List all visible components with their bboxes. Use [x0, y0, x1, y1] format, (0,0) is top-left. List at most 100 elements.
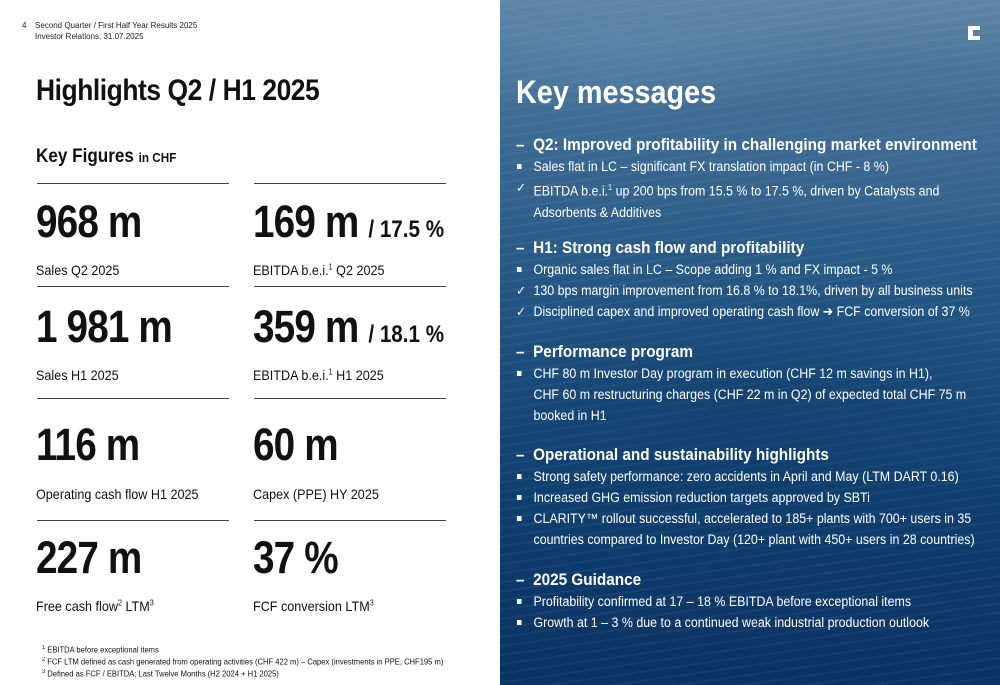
footnote-ref: 1: [608, 183, 613, 192]
message-item-continuation: Adsorbents & Additives: [516, 202, 958, 223]
message-item-text: 130 bps margin improvement from 16.8 % t…: [533, 283, 973, 298]
figure-divider: [37, 286, 229, 287]
footnote-text: Defined as FCF / EBITDA; Last Twelve Mon…: [45, 669, 279, 679]
message-item-text: Adsorbents & Additives: [533, 204, 662, 220]
footnote-ref: 3: [149, 598, 154, 608]
figure-caption: EBITDA b.e.i.1 Q2 2025: [253, 262, 384, 278]
message-section: – Q2: Improved profitability in challengi…: [516, 134, 996, 223]
message-item-continuation: booked in H1: [516, 405, 958, 426]
figure-divider: [254, 286, 446, 287]
message-item-text: CLARITY™ rollout successful, accelerated…: [533, 511, 972, 526]
figure-value-text: 60 m: [253, 419, 339, 470]
figure-caption-text: EBITDA b.e.i.: [253, 262, 329, 278]
section-title: – Q2: Improved profitability in challengi…: [516, 135, 977, 154]
figure-caption: FCF conversion LTM3: [253, 598, 374, 614]
figure-value-text: 359 m: [253, 301, 359, 352]
message-item-continuation: CHF 60 m restructuring charges (CHF 22 m…: [516, 384, 966, 405]
footnote-number: 1: [42, 645, 46, 651]
message-item-text: Profitability confirmed at 17 – 18 % EBI…: [533, 594, 912, 609]
figure-caption-text: FCF conversion LTM: [253, 598, 370, 614]
footnote-ref: 3: [369, 598, 374, 608]
message-section: – Operational and sustainability highligh…: [516, 444, 996, 550]
footnote-ref: 1: [328, 367, 333, 377]
footnote: 2 FCF LTM defined as cash generated from…: [42, 657, 443, 667]
section-title-text: Q2: Improved profitability in challengin…: [533, 135, 977, 154]
figure-caption: Capex (PPE) HY 2025: [253, 486, 379, 502]
figure-divider: [254, 398, 446, 399]
message-item: Disciplined capex and improved operating…: [516, 301, 970, 322]
figure-value: 60 m: [253, 419, 339, 470]
figure-margin-percent: / 18.1 %: [368, 321, 445, 348]
figure-value: 116 m: [36, 419, 140, 470]
figure-value-text: 37 %: [253, 532, 339, 583]
page-number: 4: [22, 21, 27, 30]
figure-value: 1 981 m: [36, 301, 173, 352]
section-title: – Performance program: [516, 342, 693, 361]
figure-margin-percent: / 17.5 %: [368, 216, 445, 243]
message-section: – Performance program CHF 80 m Investor D…: [516, 341, 996, 426]
left-panel: [0, 0, 500, 685]
key-figures-label: Key Figures: [36, 146, 134, 167]
figure-caption-suffix: Q2 2025: [332, 262, 385, 278]
figure-caption-suffix: LTM: [121, 598, 150, 614]
figure-caption-text: Sales H1 2025: [36, 367, 119, 383]
figure-caption-text: Capex (PPE) HY 2025: [253, 486, 379, 502]
message-item-text: FCF conversion of 37 %: [833, 304, 970, 319]
message-item: Growth at 1 – 3 % due to a continued wea…: [516, 612, 958, 633]
message-item-text: Strong safety performance: zero accident…: [533, 469, 959, 484]
key-figures-heading: Key Figures in CHF: [36, 146, 176, 168]
message-item-text: countries compared to Investor Day (120+…: [533, 532, 975, 547]
figure-value-text: 968 m: [36, 196, 142, 247]
section-title-text: Performance program: [533, 342, 693, 361]
message-item-text: CHF 60 m restructuring charges (CHF 22 m…: [533, 387, 967, 402]
figure-divider: [37, 183, 229, 184]
figure-caption: Free cash flow2 LTM3: [36, 598, 154, 614]
figure-divider: [254, 183, 446, 184]
message-item-text: Growth at 1 – 3 % due to a continued wea…: [533, 615, 930, 630]
footnote: 1 EBITDA before exceptional items: [42, 645, 159, 655]
figure-divider: [254, 520, 446, 521]
figure-caption: Sales H1 2025: [36, 367, 119, 383]
section-title: – H1: Strong cash flow and profitability: [516, 238, 805, 257]
figure-caption-text: Operating cash flow H1 2025: [36, 486, 199, 502]
figure-value-text: 227 m: [36, 532, 142, 583]
figure-value: 968 m: [36, 196, 142, 247]
section-title: –2025 Guidance: [516, 570, 642, 589]
message-item: CHF 80 m Investor Day program in executi…: [516, 363, 958, 384]
message-item: Strong safety performance: zero accident…: [516, 466, 959, 487]
key-messages-title: Key messages: [516, 74, 717, 110]
figure-value: 37 %: [253, 532, 339, 583]
slide-header: 4 Second Quarter / First Half Year Resul…: [22, 20, 197, 42]
figure-caption: EBITDA b.e.i.1 H1 2025: [253, 367, 384, 383]
message-item-text: Disciplined capex and improved operating…: [533, 304, 823, 319]
footnote-ref: 2: [117, 598, 122, 608]
message-item-text: Increased GHG emission reduction targets…: [533, 490, 870, 505]
figure-value-text: 169 m: [253, 196, 359, 247]
message-item-text: up 200 bps from 15.5 % to 17.5 %, driven…: [612, 183, 940, 199]
right-panel-ocean-background: [500, 0, 1000, 685]
figure-caption-text: Sales Q2 2025: [36, 262, 120, 278]
section-title-text: H1: Strong cash flow and profitability: [533, 238, 805, 257]
section-title: – Operational and sustainability highligh…: [516, 445, 829, 464]
header-line-2: Investor Relations, 31.07.2025: [35, 32, 144, 41]
figure-caption: Operating cash flow H1 2025: [36, 486, 199, 502]
figure-caption-text: Free cash flow: [36, 598, 118, 614]
slide-title: Highlights Q2 / H1 2025: [36, 74, 320, 107]
figure-divider: [37, 520, 229, 521]
message-item: Sales flat in LC – significant FX transl…: [516, 156, 958, 177]
section-title-text: Operational and sustainability highlight…: [533, 445, 829, 464]
message-section: –2025 Guidance Profitability confirmed a…: [516, 569, 996, 633]
message-item: EBITDA b.e.i.1 up 200 bps from 15.5 % to…: [516, 177, 958, 202]
figure-value: 169 m / 17.5 %: [253, 197, 444, 255]
figure-value-text: 1 981 m: [36, 301, 173, 352]
message-item: Increased GHG emission reduction targets…: [516, 487, 958, 508]
figure-value-text: 116 m: [36, 419, 140, 470]
message-item-continuation: countries compared to Investor Day (120+…: [516, 529, 974, 550]
key-figures-unit: in CHF: [138, 150, 177, 165]
company-logo-icon: [968, 26, 980, 40]
message-item-text: Organic sales flat in LC – Scope adding …: [533, 262, 893, 277]
figure-caption-text: EBITDA b.e.i.: [253, 367, 329, 383]
arrow-right-icon: ➔: [822, 304, 834, 319]
footnote-text: EBITDA before exceptional items: [45, 645, 159, 655]
footnote-number: 2: [42, 657, 46, 663]
